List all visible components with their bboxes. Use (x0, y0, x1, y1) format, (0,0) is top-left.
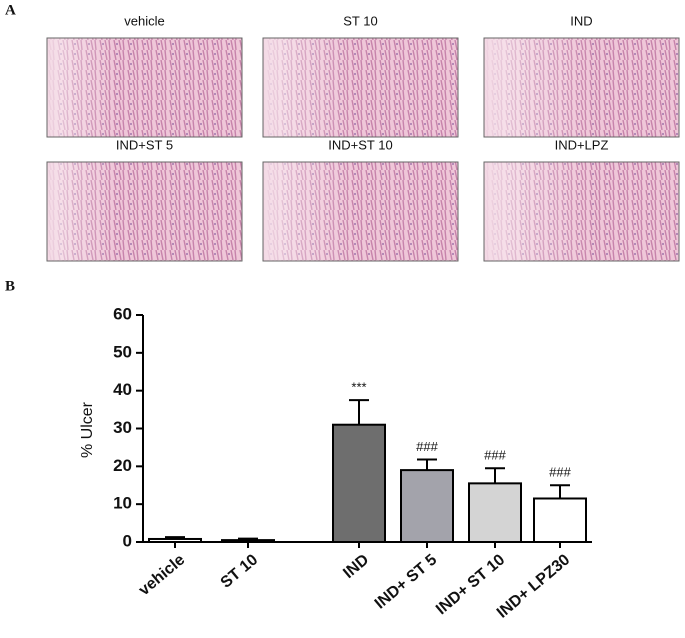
x-tick-label: ST 10 (218, 551, 262, 592)
image-grid: vehicle ST 10 IND IND+ST 5 IND+ST 10 IND+LPZ (46, 13, 680, 262)
x-tick-label: IND+ ST 5 (372, 551, 441, 612)
image-overlay (263, 38, 351, 137)
bar-chart: % Ulcer 0 10 20 30 40 50 60 vehicle ST 10 IND *** I… (79, 304, 592, 622)
image-frame (46, 161, 243, 262)
image-overlay (484, 38, 592, 137)
image-frame (262, 37, 459, 138)
image-frame (483, 161, 680, 262)
y-tick-label: 50 (113, 342, 132, 361)
significance-label: ### (416, 439, 438, 454)
image-caption: ST 10 (343, 13, 377, 28)
y-tick-label: 40 (113, 380, 132, 399)
image-frame (262, 161, 459, 262)
image-caption: IND+ST 5 (116, 137, 173, 152)
panel-label: A (5, 2, 16, 18)
significance-label: *** (351, 380, 366, 395)
image-caption: IND+LPZ (555, 137, 609, 152)
bar (332, 423, 386, 544)
y-tick-label: 0 (123, 531, 132, 550)
bar (221, 539, 275, 544)
image-overlay (484, 162, 592, 261)
panel-label: B (5, 278, 15, 294)
significance-label: ### (549, 465, 571, 480)
x-tick-label: IND (340, 551, 372, 582)
bar (468, 482, 522, 544)
image-overlay (47, 162, 116, 261)
bar (400, 469, 454, 543)
image-overlay (263, 162, 351, 261)
significance-label: ### (484, 448, 506, 463)
image-frame (46, 37, 243, 138)
y-tick-label: 60 (113, 304, 132, 323)
y-tick-label: 10 (113, 494, 132, 513)
y-tick-label: 20 (113, 456, 132, 475)
y-tick-label: 30 (113, 418, 132, 437)
bar (148, 537, 202, 543)
image-frame (483, 37, 680, 138)
image-caption: vehicle (124, 13, 164, 28)
y-axis-label: % Ulcer (79, 401, 96, 458)
image-caption: IND+ST 10 (328, 137, 392, 152)
bar (533, 497, 587, 544)
image-caption: IND (570, 13, 592, 28)
image-overlay (47, 38, 116, 137)
x-tick-label: vehicle (136, 551, 189, 599)
